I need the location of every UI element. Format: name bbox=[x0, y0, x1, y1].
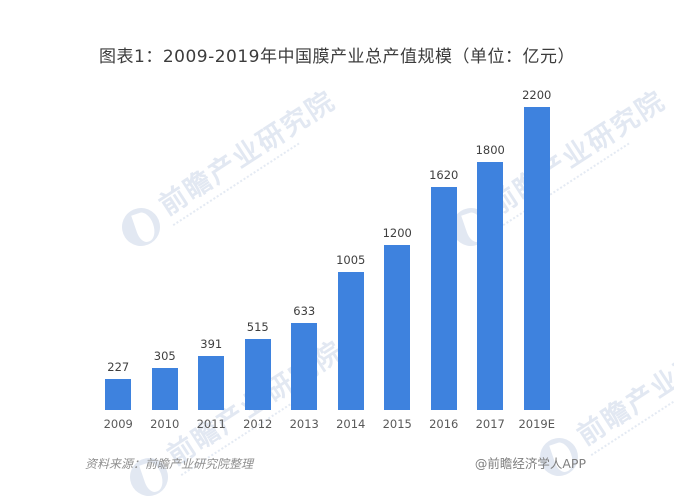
bar-value-label: 1005 bbox=[336, 253, 366, 267]
x-axis-label: 2010 bbox=[150, 417, 180, 431]
bar-value-label: 305 bbox=[153, 349, 176, 363]
bar-column: 633 bbox=[281, 86, 328, 410]
x-axis: 2009 2010 2011 2012 2013 2014 2015 2016 2017 2019… bbox=[95, 417, 560, 431]
bar bbox=[105, 379, 132, 410]
watermark-subline bbox=[590, 372, 674, 457]
x-axis-label: 2017 bbox=[475, 417, 505, 431]
chart-title: 图表1：2009-2019年中国膜产业总产值规模（单位：亿元） bbox=[99, 47, 575, 67]
x-axis-label: 2013 bbox=[289, 417, 319, 431]
bar-plot-area: 227 305 391 515 633 1005 1200 1620 1800 2200 bbox=[95, 86, 560, 410]
bar-value-label: 227 bbox=[107, 360, 130, 374]
bar-value-label: 1800 bbox=[475, 143, 505, 157]
bar-value-label: 391 bbox=[200, 337, 223, 351]
watermark-text: 前瞻产业研究院 bbox=[572, 315, 674, 452]
bar-column: 305 bbox=[142, 86, 189, 410]
bar-column: 1005 bbox=[328, 86, 375, 410]
bar bbox=[523, 107, 550, 410]
bar-value-label: 2200 bbox=[522, 88, 552, 102]
bar-value-label: 1620 bbox=[429, 168, 459, 182]
bar-column: 1200 bbox=[374, 86, 421, 410]
source-note: 资料来源：前瞻产业研究院整理 bbox=[85, 457, 254, 471]
bar-column: 391 bbox=[188, 86, 235, 410]
bar bbox=[430, 187, 457, 410]
bar-value-label: 1200 bbox=[382, 226, 412, 240]
x-axis-label: 2019E bbox=[518, 417, 556, 431]
bar bbox=[477, 162, 504, 410]
bar bbox=[291, 323, 318, 410]
bar-column: 515 bbox=[235, 86, 282, 410]
bar bbox=[151, 368, 178, 410]
bar bbox=[244, 339, 271, 410]
x-axis-label: 2012 bbox=[243, 417, 273, 431]
credit-note: @前瞻经济学人APP bbox=[474, 456, 586, 471]
x-axis-label: 2016 bbox=[429, 417, 459, 431]
bar bbox=[337, 272, 364, 410]
x-axis-label: 2015 bbox=[382, 417, 412, 431]
bar-column: 1800 bbox=[467, 86, 514, 410]
chart-footer: 资料来源：前瞻产业研究院整理 @前瞻经济学人APP bbox=[0, 453, 674, 472]
bar bbox=[384, 245, 411, 410]
x-axis-label: 2011 bbox=[196, 417, 226, 431]
bar-column: 1620 bbox=[421, 86, 468, 410]
bar-column: 227 bbox=[95, 86, 142, 410]
bar-value-label: 633 bbox=[293, 304, 316, 318]
x-axis-label: 2014 bbox=[336, 417, 366, 431]
x-axis-label: 2009 bbox=[103, 417, 133, 431]
bar-value-label: 515 bbox=[246, 320, 269, 334]
bar bbox=[198, 356, 225, 410]
bar-column: 2200 bbox=[514, 86, 561, 410]
